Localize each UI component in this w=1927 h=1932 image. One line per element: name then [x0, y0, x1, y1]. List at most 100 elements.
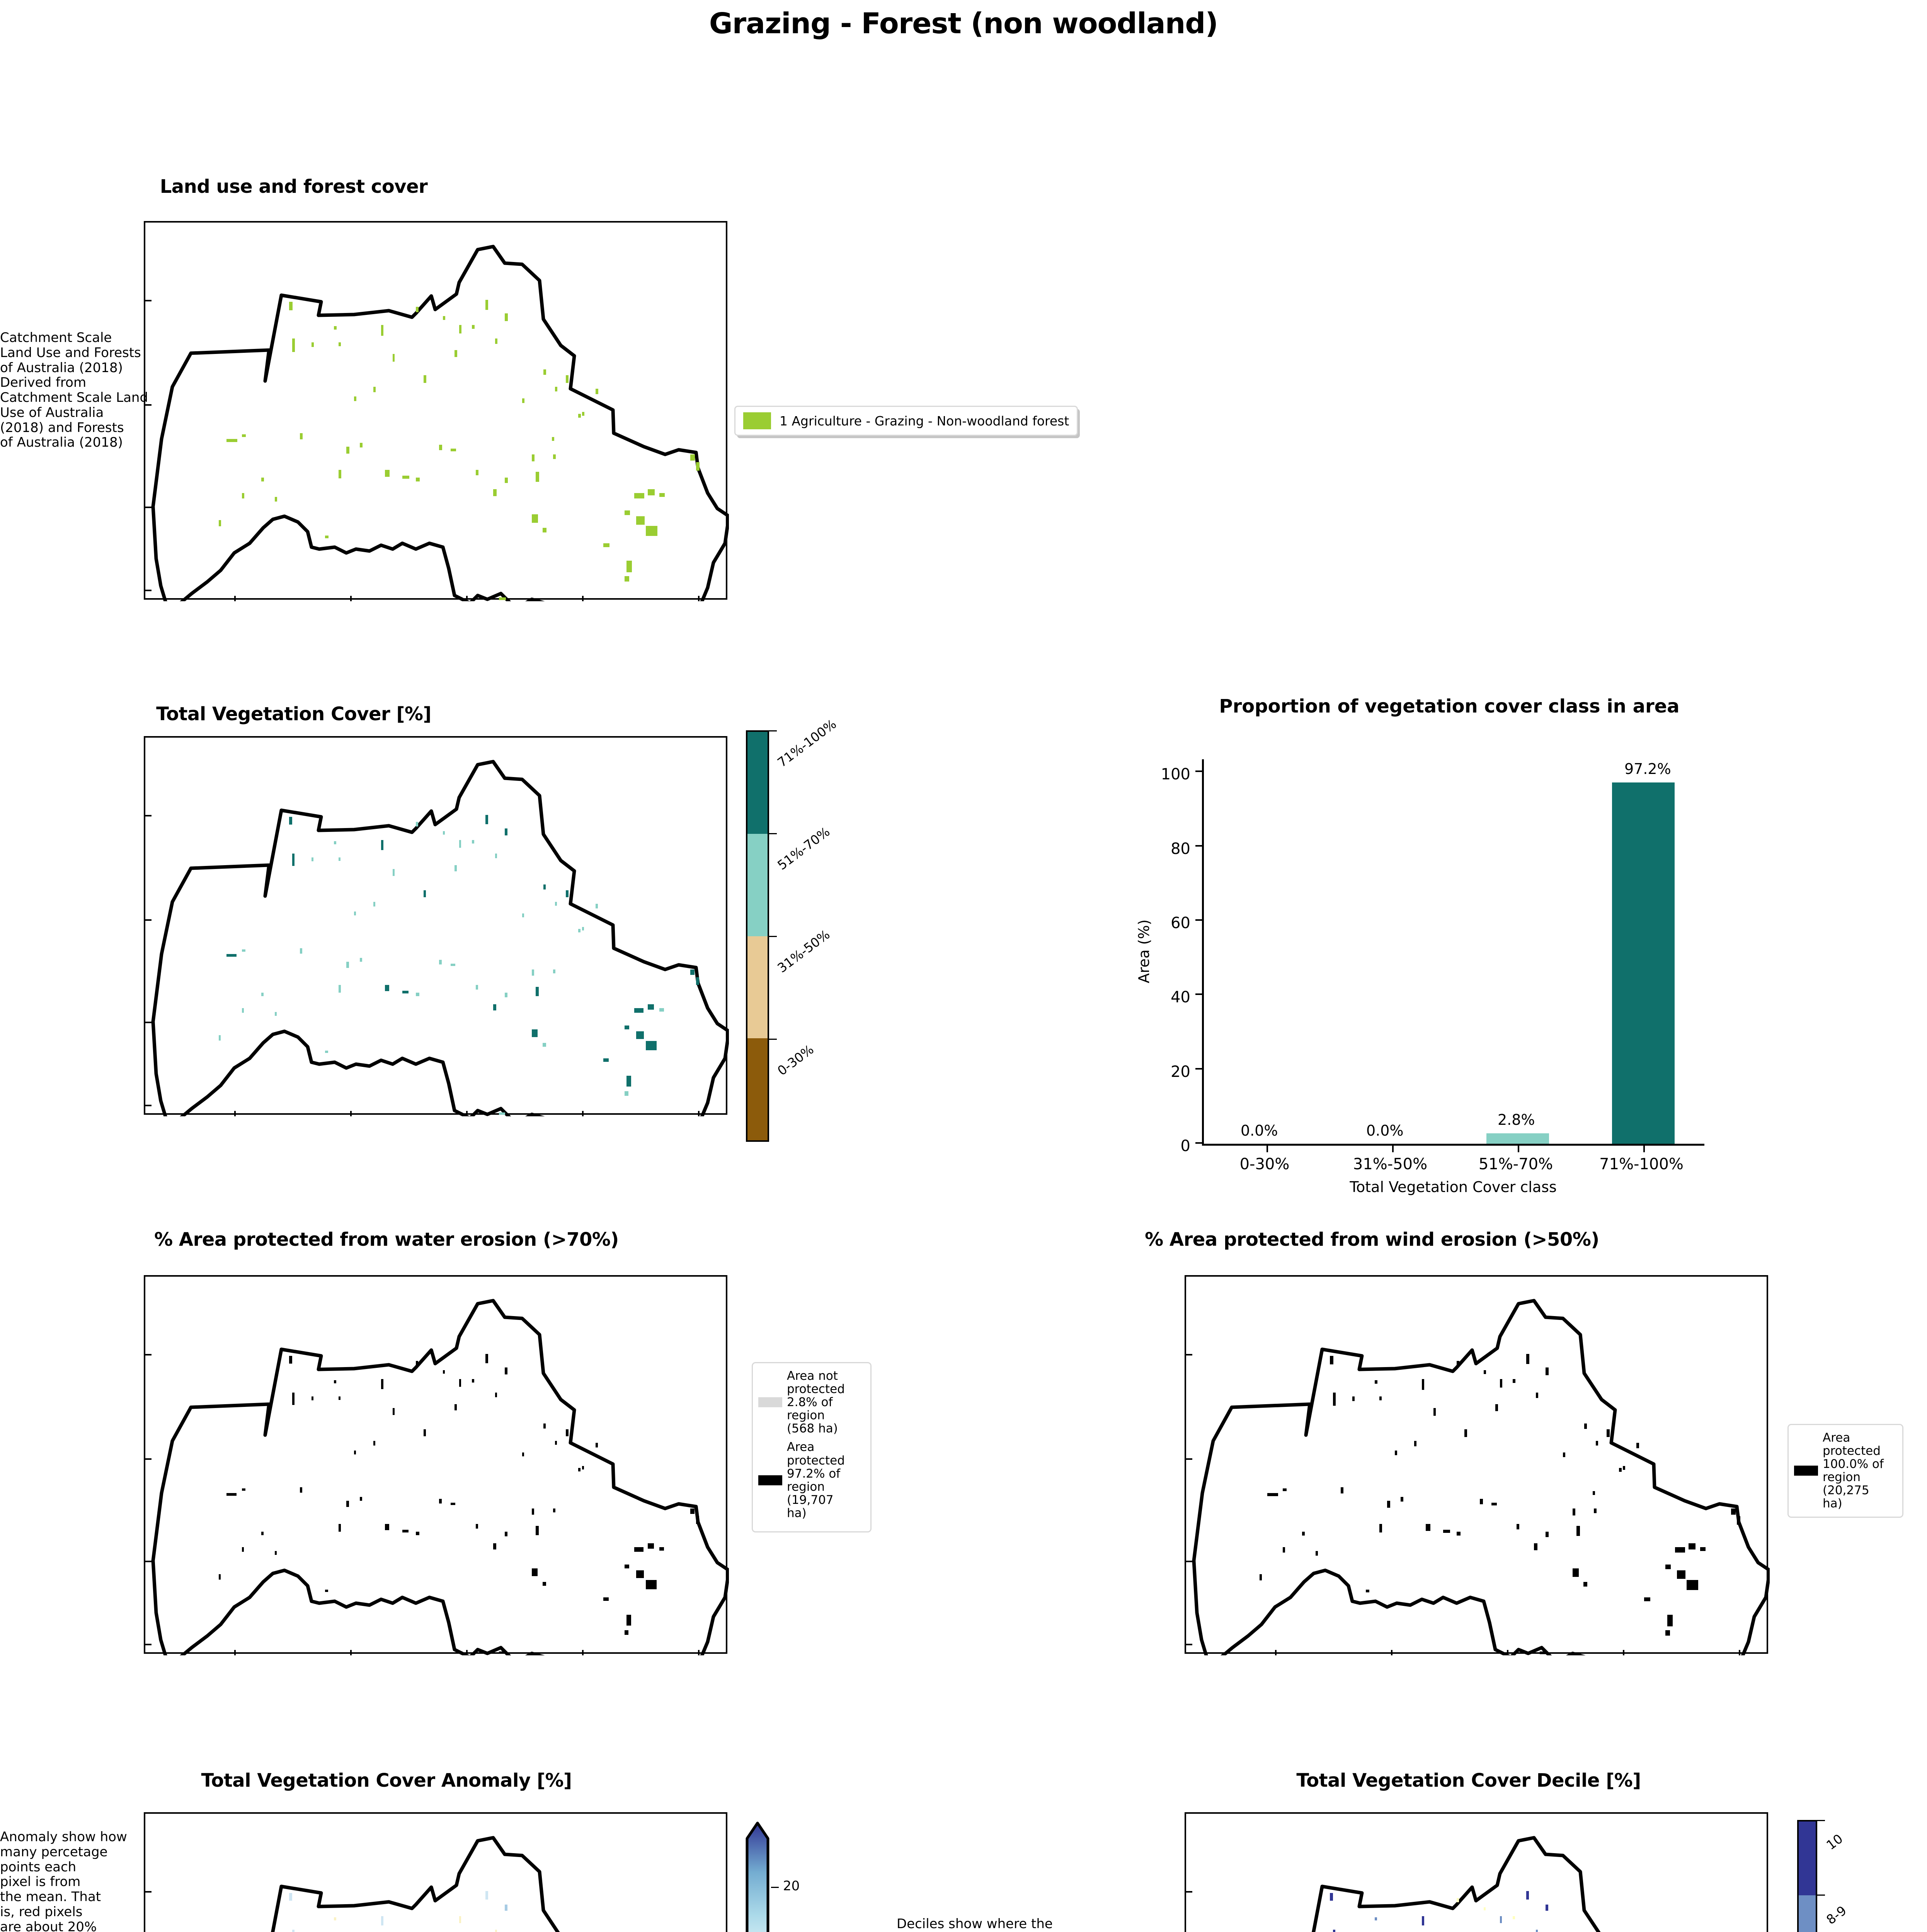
y-label-100: 100	[1161, 765, 1190, 783]
land-use-pixels	[219, 300, 700, 600]
bar-value-label-2: 2.8%	[1498, 1111, 1535, 1128]
legend-text-not-protected: Area not protected 2.8% of region (568 h…	[787, 1369, 845, 1436]
y-label-80: 80	[1171, 840, 1190, 858]
wind-erosion-protected-pixels	[1260, 1354, 1740, 1654]
x-tick-3	[1643, 1144, 1645, 1152]
y-tick-20	[1195, 1068, 1204, 1070]
y-tick-100	[1195, 770, 1204, 772]
x-tick-0	[1267, 1144, 1268, 1152]
decile-label-8-9: 8-9	[1823, 1903, 1849, 1928]
decile-tick-10	[1817, 1820, 1825, 1821]
y-label-0: 0	[1180, 1137, 1190, 1155]
legend-text-protected: Area protected 100.0% of region (20,275 …	[1823, 1431, 1884, 1511]
bar-value-label-1: 0.0%	[1366, 1122, 1404, 1139]
colorbar-label-31-50: 31%-50%	[775, 927, 833, 976]
anomaly-label-20: 20	[783, 1878, 800, 1894]
decile-colorbar	[1797, 1820, 1817, 1932]
legend-row-protected: Area protected 100.0% of region (20,275 …	[1794, 1431, 1897, 1510]
bar-chart-plot-area: 0.0% 0.0% 2.8% 97.2%	[1195, 759, 1704, 1152]
colorbar-segment-0-30	[747, 1038, 768, 1140]
bar-71-100[interactable]	[1612, 782, 1675, 1144]
anomaly-map-svg	[145, 1836, 560, 1932]
colorbar-label-51-70: 51%-70%	[775, 824, 833, 873]
wind-erosion-axis-ticks	[1186, 1354, 1740, 1655]
anomaly-panel-title: Total Vegetation Cover Anomaly [%]	[201, 1770, 572, 1791]
decile-segment-10	[1799, 1821, 1816, 1896]
total-veg-cover-pixels	[219, 815, 699, 1115]
decile-map-svg	[1186, 1836, 1601, 1932]
decile-map	[1185, 1812, 1768, 1932]
total-veg-cover-map	[144, 736, 729, 1116]
colorbar-tick-3	[769, 1039, 777, 1040]
colorbar-label-71-100: 71%-100%	[775, 716, 839, 770]
legend-swatch-not-protected	[758, 1397, 782, 1408]
y-tick-80	[1195, 845, 1204, 847]
anomaly-axis-ticks	[145, 1891, 152, 1893]
colorbar-segment-31-50	[747, 936, 768, 1038]
water-erosion-axis-ticks	[145, 1354, 700, 1655]
total-veg-cover-axis-ticks	[145, 815, 700, 1116]
water-erosion-map-svg	[145, 1299, 729, 1655]
bar-value-label-0: 0.0%	[1241, 1122, 1278, 1139]
bar-value-label-3: 97.2%	[1624, 760, 1671, 777]
decile-explanation-note: Deciles show where the pixel value lies …	[897, 1916, 1053, 1932]
wind-erosion-map	[1185, 1275, 1770, 1655]
water-erosion-legend[interactable]: Area not protected 2.8% of region (568 h…	[752, 1362, 872, 1533]
anomaly-map	[144, 1812, 727, 1932]
decile-label-10: 10	[1823, 1831, 1846, 1853]
wind-erosion-map-svg	[1186, 1299, 1770, 1655]
anomaly-tick-20	[771, 1887, 779, 1888]
y-tick-60	[1195, 919, 1204, 921]
colorbar-tick-2	[769, 936, 777, 937]
decile-tick-8-9	[1817, 1895, 1825, 1896]
page-title: Grazing - Forest (non woodland)	[709, 7, 1218, 40]
legend-swatch-protected	[758, 1475, 782, 1485]
water-erosion-panel-title: % Area protected from water erosion (>70…	[154, 1229, 619, 1250]
x-label-0-30: 0-30%	[1239, 1155, 1290, 1173]
water-erosion-protected-pixels	[219, 1354, 699, 1654]
colorbar-tick-top	[769, 730, 777, 731]
land-use-legend[interactable]: 1 Agriculture - Grazing - Non-woodland f…	[734, 406, 1078, 436]
y-label-20: 20	[1171, 1063, 1190, 1081]
x-axis-title: Total Vegetation Cover class	[1350, 1179, 1557, 1196]
land-use-axis-ticks	[145, 300, 700, 601]
wind-erosion-legend[interactable]: Area protected 100.0% of region (20,275 …	[1787, 1424, 1903, 1518]
land-use-panel-title: Land use and forest cover	[160, 176, 428, 197]
decile-segment-8-9	[1799, 1895, 1816, 1932]
y-tick-0	[1195, 1142, 1204, 1144]
wind-erosion-panel-title: % Area protected from wind erosion (>50%…	[1145, 1229, 1599, 1250]
total-veg-cover-map-svg	[145, 760, 729, 1116]
bar-51-70[interactable]	[1486, 1133, 1549, 1144]
x-tick-2	[1518, 1144, 1519, 1152]
x-label-71-100: 71%-100%	[1599, 1155, 1684, 1173]
land-use-legend-swatch	[743, 412, 771, 429]
y-axis-title: Area (%)	[1135, 919, 1152, 983]
land-use-map	[144, 221, 729, 601]
colorbar-segment-51-70	[747, 834, 768, 936]
anomaly-pixels	[289, 1891, 507, 1932]
anomaly-colorbar	[744, 1820, 771, 1932]
legend-row-not-protected: Area not protected 2.8% of region (568 h…	[758, 1369, 865, 1435]
colorbar-tick-1	[769, 833, 777, 834]
decile-panel-title: Total Vegetation Cover Decile [%]	[1296, 1770, 1641, 1791]
legend-text-protected: Area protected 97.2% of region (19,707 h…	[787, 1440, 845, 1520]
land-use-map-svg	[145, 245, 729, 601]
y-label-60: 60	[1171, 914, 1190, 932]
colorbar-segment-71-100	[747, 732, 768, 834]
y-label-40: 40	[1171, 988, 1190, 1006]
colorbar-label-0-30: 0-30%	[775, 1041, 817, 1079]
decile-pixels	[1330, 1891, 1548, 1932]
x-label-51-70: 51%-70%	[1478, 1155, 1553, 1173]
land-use-source-note: Catchment Scale Land Use and Forests of …	[0, 330, 148, 451]
proportion-bar-chart: Proportion of vegetation cover class in …	[1121, 696, 1778, 1196]
y-tick-40	[1195, 993, 1204, 995]
x-label-31-50: 31%-50%	[1353, 1155, 1428, 1173]
total-veg-cover-panel-title: Total Vegetation Cover [%]	[156, 703, 431, 725]
x-tick-1	[1392, 1144, 1394, 1152]
legend-swatch-protected	[1794, 1466, 1818, 1476]
anomaly-explanation-note: Anomaly show how many percetage points e…	[0, 1829, 127, 1932]
bar-chart-title: Proportion of vegetation cover class in …	[1219, 696, 1680, 717]
total-veg-cover-colorbar	[746, 730, 769, 1142]
water-erosion-map	[144, 1275, 729, 1655]
legend-row-protected: Area protected 97.2% of region (19,707 h…	[758, 1440, 865, 1520]
